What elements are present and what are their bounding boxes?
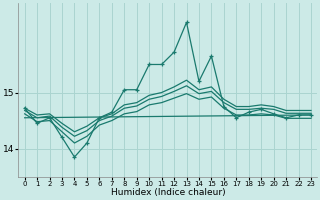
X-axis label: Humidex (Indice chaleur): Humidex (Indice chaleur)	[110, 188, 225, 197]
